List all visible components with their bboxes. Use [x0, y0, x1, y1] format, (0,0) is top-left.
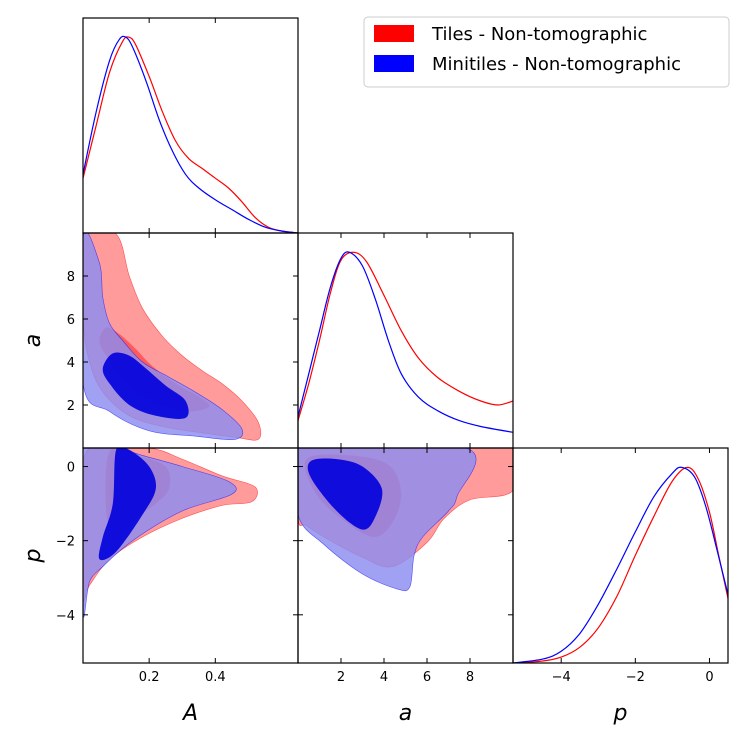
tiles-marginal-p [513, 466, 728, 663]
minitiles-marginal-A [83, 35, 298, 233]
tiles-marginal-a [298, 251, 513, 421]
x-tick-label-p: 0 [705, 670, 713, 685]
legend-swatch [374, 55, 414, 72]
x-tick-label-p: −4 [552, 670, 571, 685]
y-tick-label-p: 0 [67, 461, 75, 476]
legend-label: Tiles - Non-tomographic [431, 24, 647, 45]
legend: Tiles - Non-tomographic Minitiles - Non-t… [363, 16, 730, 88]
y-tick-label-a: 6 [67, 313, 75, 328]
y-tick-label-a: 2 [67, 399, 75, 414]
x-tick-label-a: 6 [423, 670, 431, 685]
legend-label: Minitiles - Non-tomographic [432, 54, 681, 75]
x-axis-label-a: a [399, 701, 412, 726]
minitiles-p_vs_a-68-contour [307, 458, 383, 530]
x-tick-label-a: 8 [466, 670, 474, 685]
x-tick-label-a: 2 [337, 670, 345, 685]
panel-frame-A [82, 17, 299, 234]
panel-frame-a [297, 232, 514, 449]
x-tick-label-p: −2 [626, 670, 645, 685]
legend-box [363, 16, 730, 88]
y-tick-label-p: −2 [56, 535, 75, 550]
x-tick-label-A: 0.4 [205, 670, 226, 685]
y-axis-label-p: p [21, 549, 46, 564]
tiles-marginal-A [83, 36, 298, 233]
x-axis-label-p: p [613, 701, 628, 726]
legend-swatch [374, 25, 414, 42]
x-tick-label-A: 0.2 [139, 670, 160, 685]
y-tick-label-p: −4 [56, 609, 75, 624]
minitiles-marginal-p [513, 466, 728, 663]
y-tick-label-a: 4 [67, 356, 75, 371]
minitiles-a_vs_A-68-contour [102, 352, 189, 419]
minitiles-p_vs_A-68-contour [98, 448, 157, 561]
minitiles-marginal-a [298, 251, 513, 433]
x-axis-label-A: A [181, 701, 198, 726]
y-axis-label-a: a [21, 334, 46, 347]
x-tick-label-a: 4 [380, 670, 388, 685]
y-tick-label-a: 8 [67, 270, 75, 285]
panel-frame-p [512, 447, 729, 664]
